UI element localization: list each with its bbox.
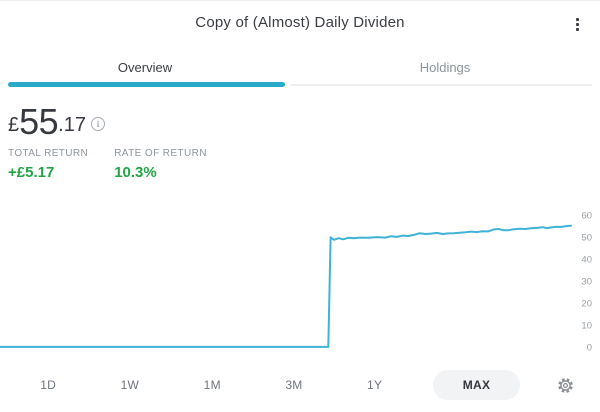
range-button-max[interactable]: MAX: [432, 370, 521, 400]
tab-overview-label: Overview: [117, 59, 173, 75]
page-title: Copy of (Almost) Daily Dividen: [195, 14, 405, 31]
tab-holdings[interactable]: Holdings: [290, 54, 600, 80]
rate-of-return-label: RATE OF RETURN: [114, 148, 207, 159]
range-button-1m[interactable]: 1M: [190, 370, 235, 400]
value-major: 55: [19, 101, 59, 142]
value-minor: .17: [58, 114, 86, 136]
chart-line: [0, 224, 572, 348]
y-axis-tick: 40: [581, 254, 592, 266]
tab-holdings-label: Holdings: [419, 59, 471, 75]
inactive-tab-divider: [291, 84, 592, 86]
total-return-label: TOTAL RETURN: [8, 148, 89, 159]
range-button-1d[interactable]: 1D: [26, 370, 70, 400]
range-button-1w[interactable]: 1W: [107, 370, 154, 400]
y-axis: 60 50 40 30 20 10 0: [576, 201, 596, 361]
y-axis-tick: 20: [581, 298, 592, 310]
tab-overview[interactable]: Overview: [0, 54, 290, 80]
rate-of-return-stat: RATE OF RETURN 10.3%: [114, 148, 207, 181]
y-axis-tick: 50: [581, 232, 592, 244]
performance-line-chart[interactable]: [0, 201, 572, 361]
y-axis-tick: 10: [581, 320, 592, 332]
gear-icon[interactable]: [557, 377, 574, 394]
total-return-value: +£5.17: [8, 164, 55, 181]
total-return-stat: TOTAL RETURN +£5.17: [8, 148, 88, 181]
return-stats: TOTAL RETURN +£5.17 RATE OF RETURN 10.3%: [8, 148, 207, 181]
portfolio-value: £ 55 .17 i: [8, 103, 105, 141]
tab-bar: Overview Holdings: [0, 46, 600, 89]
time-range-bar: 1D 1W 1M 3M 1Y MAX: [8, 369, 592, 401]
y-axis-tick: 0: [586, 342, 592, 354]
y-axis-tick: 30: [581, 276, 592, 288]
active-tab-indicator: [8, 82, 285, 87]
range-button-1y[interactable]: 1Y: [353, 370, 396, 400]
kebab-menu-icon[interactable]: [568, 14, 586, 34]
header: Copy of (Almost) Daily Dividen: [0, 1, 600, 46]
currency-symbol: £: [8, 114, 20, 136]
y-axis-tick: 60: [581, 210, 592, 222]
info-circle-icon[interactable]: i: [90, 117, 105, 131]
rate-of-return-value: 10.3%: [114, 164, 157, 181]
range-button-3m[interactable]: 3M: [271, 370, 316, 400]
